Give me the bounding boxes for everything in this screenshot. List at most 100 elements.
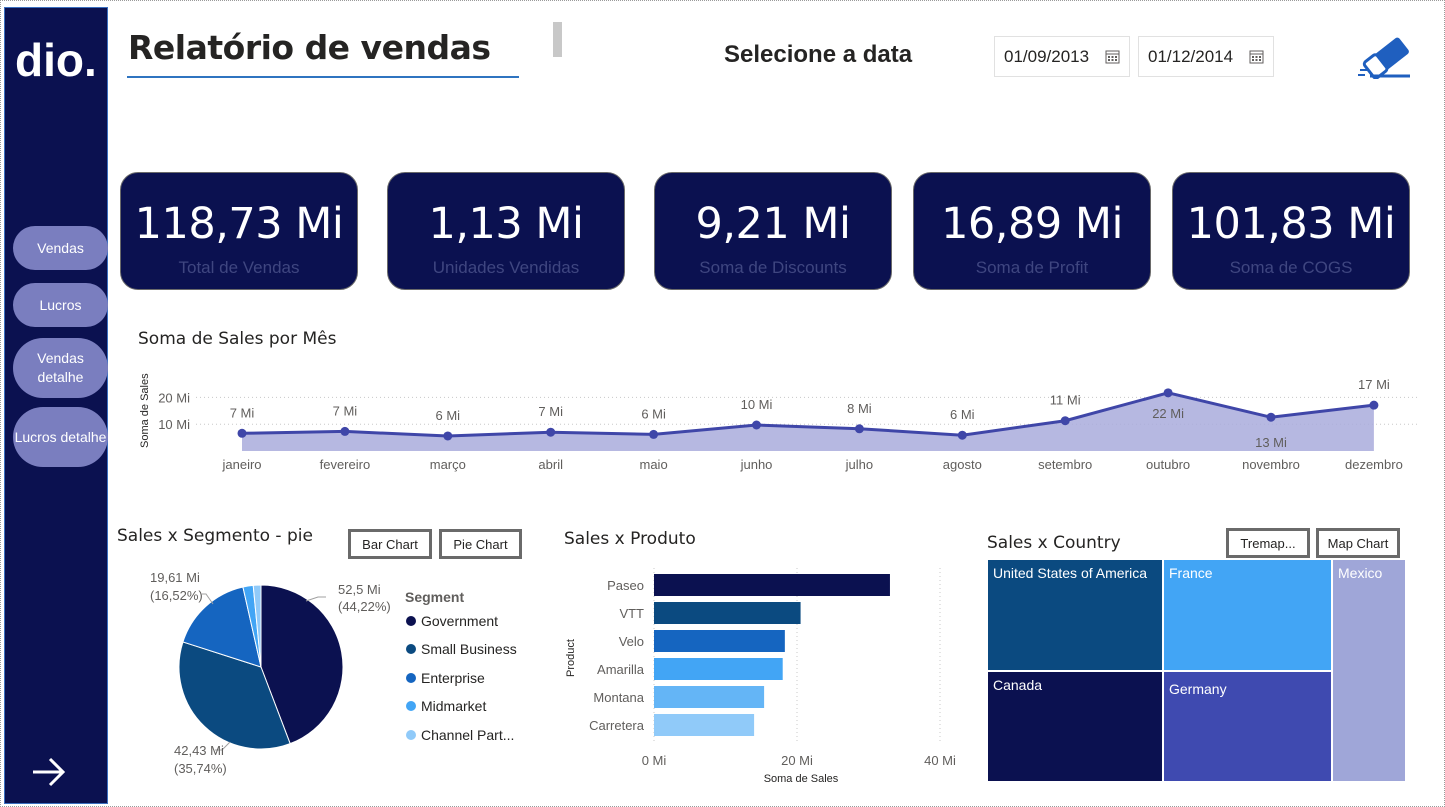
y-axis-label: Soma de Sales [139,373,151,448]
end-date-value: 01/12/2014 [1148,46,1234,66]
kpi-total-vendas-card: 118,73 Mi Total de Vendas [120,172,358,290]
bar-chart-button[interactable]: Bar Chart [348,529,432,559]
legend-title: Segment [405,589,465,605]
treemap-cell-germany[interactable]: Germany [1163,671,1332,782]
legend-label: Small Business [421,641,517,657]
legend-item[interactable]: Channel Part... [406,727,514,743]
start-date-input[interactable]: 01/09/2013 [994,36,1130,77]
legend-label: Enterprise [421,670,485,686]
pie-slice [252,584,262,668]
data-point [1369,400,1379,410]
data-point [1163,388,1173,398]
data-point [546,427,556,437]
sales-by-segment-pie[interactable]: 52,5 Mi (44,22%) 42,43 Mi (35,74%) 19,61 Mi (… [140,560,400,785]
eraser-icon[interactable] [1356,33,1412,79]
data-label: 11 Mi [1050,393,1081,408]
data-label: 7 Mi [230,405,255,420]
y-tick-label: Carretera [589,718,645,733]
legend-item[interactable]: Small Business [406,641,517,657]
leader-line [305,596,326,602]
pie-slice [178,641,291,750]
product-bar [654,658,783,680]
data-label-pct: (16,52%) [150,588,203,603]
sales-by-month-title: Soma de Sales por Mês [138,329,337,349]
treemap-cell-mexico[interactable]: Mexico [1332,559,1406,782]
y-tick-label: VTT [619,606,644,621]
map-chart-button[interactable]: Map Chart [1316,528,1400,558]
leader-line [215,741,231,751]
x-tick-label: março [430,457,466,472]
treemap-cell-france[interactable]: France [1163,559,1332,671]
logo-text: dio. [15,36,97,84]
end-date-input[interactable]: 01/12/2014 [1138,36,1274,77]
legend-dot [406,644,416,654]
treemap-cell-usa[interactable]: United States of America [987,559,1163,671]
nav-lucros-button[interactable]: Lucros [13,283,108,327]
x-tick-label: 0 Mi [642,753,667,768]
sales-by-product-chart[interactable]: 0 Mi 20 Mi 40 Mi Soma de Sales Product Paseo V… [560,560,980,790]
sales-area [242,392,1374,451]
nav-vendas-detalhe-button[interactable]: Vendas detalhe [13,338,108,398]
y-axis-label: Product [565,639,577,677]
calendar-icon[interactable] [1105,49,1120,64]
legend-item[interactable]: Midmarket [406,698,486,714]
data-label: 8 Mi [847,401,872,416]
data-label-pct: (35,74%) [174,761,227,776]
data-label: 13 Mi [1255,435,1287,450]
legend-item[interactable]: Government [406,613,498,629]
legend-item[interactable]: Enterprise [406,670,485,686]
sidebar: dio. Vendas Lucros Vendas detalhe Lucros… [4,7,108,804]
x-tick-label: fevereiro [320,457,371,472]
data-point [443,431,453,441]
data-label: 7 Mi [333,403,358,418]
product-bar [654,574,890,596]
x-tick-label: 40 Mi [924,753,956,768]
data-label-pct: (44,22%) [338,599,391,614]
data-label: 6 Mi [436,408,461,423]
kpi-value: 101,83 Mi [1186,199,1396,249]
title-underline [127,76,519,78]
kpi-value: 118,73 Mi [134,199,344,249]
product-bar [654,602,801,624]
kpi-cogs-card: 101,83 Mi Soma de COGS [1172,172,1410,290]
data-label-value: 42,43 Mi [174,743,224,758]
kpi-label: Unidades Vendidas [432,258,580,277]
legend-label: Channel Part... [421,727,515,743]
kpi-label: Total de Vendas [178,258,300,277]
x-tick-label: dezembro [1345,457,1403,472]
nav-vendas-button[interactable]: Vendas [13,226,108,270]
legend-label: Midmarket [421,698,487,714]
nav-lucros-detalhe-button[interactable]: Lucros detalhe [13,407,108,467]
y-tick-label: Paseo [607,578,644,593]
kpi-value: 1,13 Mi [428,199,584,249]
kpi-discounts-card: 9,21 Mi Soma de Discounts [654,172,892,290]
treemap-button[interactable]: Tremap... [1226,528,1310,558]
treemap-cell-canada[interactable]: Canada [987,671,1163,782]
arrow-right-icon[interactable] [29,752,69,792]
data-point [752,420,761,430]
data-point [854,424,864,434]
pie-chart-button[interactable]: Pie Chart [439,529,522,559]
page-title: Relatório de vendas [128,28,491,67]
data-point [1060,416,1070,426]
y-tick-label: 10 Mi [158,417,190,432]
data-label-value: 52,5 Mi [338,582,381,597]
leader-line [202,593,214,605]
x-tick-label: novembro [1242,457,1300,472]
legend-dot [406,616,416,626]
data-point [1266,412,1276,422]
x-tick-label: janeiro [221,457,261,472]
x-tick-label: outubro [1146,457,1190,472]
kpi-value: 9,21 Mi [695,199,851,249]
date-label: Selecione a data [724,41,913,68]
data-point [340,426,350,436]
legend-dot [406,673,416,683]
calendar-icon[interactable] [1249,49,1264,64]
sales-by-month-chart[interactable]: Soma de Sales 10 Mi 20 Mi 7 Mi janeiro 7 Mi fe… [130,360,1430,480]
kpi-label: Soma de Discounts [699,258,847,277]
pie-slice [182,586,262,668]
product-bar [654,630,785,652]
x-tick-label: junho [740,457,773,472]
data-point [237,428,247,438]
data-point [649,429,659,439]
